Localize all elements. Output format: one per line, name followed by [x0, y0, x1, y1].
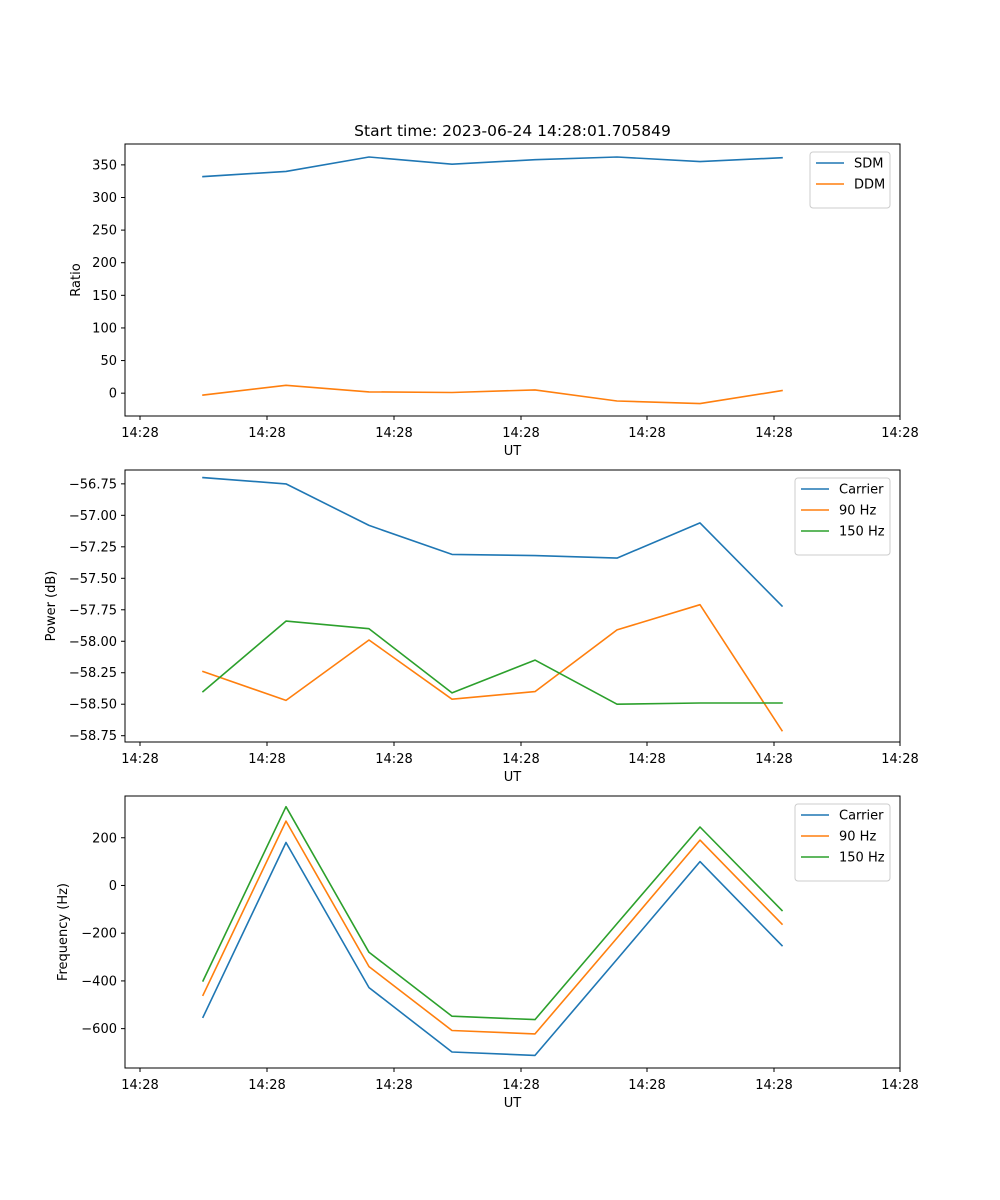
legend-label-2-1: Carrier	[839, 483, 884, 498]
x-tick-label-2-5: 14:28	[628, 752, 665, 767]
plot-frame-2	[124, 469, 901, 743]
x-tick-label-2-2: 14:28	[248, 752, 285, 767]
y-tick-label-2-8: −58.50	[69, 698, 117, 713]
series-line-90-hz-3	[201, 820, 784, 1035]
y-tick-label-2-4: −57.50	[69, 572, 117, 587]
x-tick-label-3-3: 14:28	[375, 1078, 412, 1093]
x-axis-label-3: UT	[504, 1096, 522, 1111]
legend-label-2-2: 90 Hz	[839, 504, 876, 519]
y-tick-label-2-1: −56.75	[69, 477, 117, 492]
y-tick-label-1-2: 50	[100, 354, 117, 369]
y-tick-label-2-7: −58.25	[69, 666, 117, 681]
y-tick-label-3-2: −400	[81, 974, 117, 989]
x-tick-label-1-2: 14:28	[248, 426, 285, 441]
x-tick-label-1-7: 14:28	[881, 426, 918, 441]
x-tick-label-2-1: 14:28	[121, 752, 158, 767]
y-tick-label-1-3: 100	[92, 321, 117, 336]
legend-label-3-1: Carrier	[839, 809, 884, 824]
legend-1	[809, 151, 891, 209]
legend-label-1-2: DDM	[854, 178, 885, 193]
x-tick-label-1-5: 14:28	[628, 426, 665, 441]
x-tick-label-1-6: 14:28	[755, 426, 792, 441]
y-tick-label-3-4: 0	[109, 879, 117, 894]
x-tick-label-3-7: 14:28	[881, 1078, 918, 1093]
series-line-carrier-3	[201, 841, 784, 1057]
x-tick-label-1-3: 14:28	[375, 426, 412, 441]
y-tick-label-1-6: 250	[92, 224, 117, 239]
y-tick-label-3-1: −600	[81, 1022, 117, 1037]
x-tick-label-2-4: 14:28	[502, 752, 539, 767]
y-tick-label-1-5: 200	[92, 256, 117, 271]
legend-label-1-1: SDM	[854, 157, 883, 172]
x-tick-label-2-3: 14:28	[375, 752, 412, 767]
y-tick-label-2-2: −57.00	[69, 509, 117, 524]
y-tick-label-1-7: 300	[92, 191, 117, 206]
x-tick-label-2-7: 14:28	[881, 752, 918, 767]
x-tick-label-3-2: 14:28	[248, 1078, 285, 1093]
x-axis-label-2: UT	[504, 770, 522, 785]
y-axis-label-1: Ratio	[69, 263, 84, 296]
y-axis-label-3: Frequency (Hz)	[56, 883, 71, 981]
series-line-sdm-1	[202, 156, 783, 178]
x-tick-label-3-1: 14:28	[121, 1078, 158, 1093]
series-line-150-hz-2	[201, 620, 783, 706]
series-line-90-hz-2	[201, 603, 784, 732]
plot-frame-3	[124, 795, 901, 1069]
y-tick-label-2-6: −58.00	[69, 635, 117, 650]
x-axis-label-1: UT	[504, 444, 522, 459]
y-axis-label-2: Power (dB)	[44, 571, 59, 642]
series-line-carrier-2	[202, 476, 784, 608]
x-tick-label-3-6: 14:28	[755, 1078, 792, 1093]
x-tick-label-3-5: 14:28	[628, 1078, 665, 1093]
legend-label-3-3: 150 Hz	[839, 851, 885, 866]
legend-2	[794, 477, 891, 556]
y-tick-label-3-5: 200	[92, 831, 117, 846]
y-tick-label-1-1: 0	[109, 387, 117, 402]
legend-label-3-2: 90 Hz	[839, 830, 876, 845]
chart-title: Start time: 2023-06-24 14:28:01.705849	[354, 122, 671, 140]
y-tick-label-2-9: −58.75	[69, 729, 117, 744]
y-tick-label-2-5: −57.75	[69, 603, 117, 618]
y-tick-label-2-3: −57.25	[69, 540, 117, 555]
legend-label-2-3: 150 Hz	[839, 525, 885, 540]
y-tick-label-3-3: −200	[81, 927, 117, 942]
x-tick-label-1-1: 14:28	[121, 426, 158, 441]
y-tick-label-1-8: 350	[92, 158, 117, 173]
series-line-150-hz-3	[201, 805, 784, 1021]
plot-frame-1	[124, 143, 901, 417]
legend-3	[794, 803, 891, 882]
series-line-ddm-1	[202, 384, 783, 405]
x-tick-label-1-4: 14:28	[502, 426, 539, 441]
x-tick-label-2-6: 14:28	[755, 752, 792, 767]
x-tick-label-3-4: 14:28	[502, 1078, 539, 1093]
y-tick-label-1-4: 150	[92, 289, 117, 304]
